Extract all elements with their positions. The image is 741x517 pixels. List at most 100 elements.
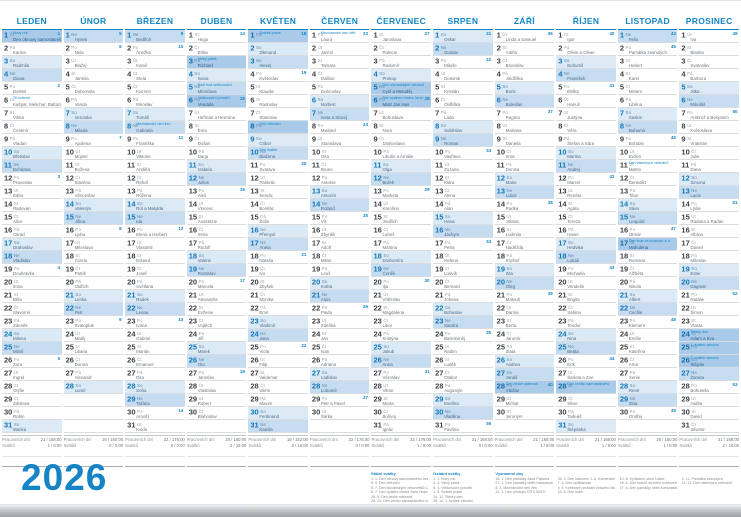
day-cell: 24 Pá Kristýna	[371, 329, 432, 342]
day-of-week-abbr: Út	[440, 71, 446, 76]
day-number: 13 Ne	[681, 186, 698, 196]
day-number: 31 Po	[435, 420, 451, 430]
day-cell: 22 So Bohuslav	[433, 303, 493, 316]
day-number: 14 Út	[188, 199, 204, 209]
day-cell: 31 So Marika	[2, 420, 62, 433]
name-day-label: Hugo	[197, 36, 209, 42]
week-number-badge: 2	[57, 83, 61, 88]
day-cell: 30 Po Ondřej 49	[617, 407, 678, 420]
day-number: 17 So	[4, 238, 20, 248]
day-cell: 31 Po Pavlína 36	[433, 420, 493, 433]
week-number-badge: 3	[57, 174, 61, 179]
name-day-label: Boleslav	[505, 101, 523, 107]
name-day-label: Stela	[136, 75, 147, 81]
day-of-week-abbr: Ne	[625, 32, 632, 37]
name-day-label: Augustýn	[444, 387, 463, 393]
name-day-label: Teodor	[567, 322, 581, 328]
day-cell: 23 Út Zdeňka	[309, 316, 370, 329]
name-day-label: Aleš	[197, 192, 207, 198]
day-number: 10 Čt	[681, 147, 696, 157]
day-cell: 15 Út Jolana	[494, 212, 555, 225]
day-cell: 7 So Veronika	[63, 108, 124, 121]
day-number: 4 Út	[435, 69, 446, 79]
day-number: 10 So	[558, 147, 574, 157]
stats-holidays-label: Svátků	[309, 443, 323, 448]
stats-holidays-label: Svátků	[248, 443, 262, 448]
day-cell: 16 Čt Irena	[186, 225, 247, 238]
day-of-week-abbr: Út	[317, 45, 323, 50]
month-name: ÚNOR	[63, 14, 124, 30]
day-cell: 10 Út Evžen	[617, 147, 678, 160]
day-of-week-abbr: St	[9, 110, 15, 115]
day-cell: 1 St Jaroslava 27	[371, 30, 432, 43]
day-cell: 30 So Ferdinand	[248, 407, 308, 420]
day-cell: 7 Čt Stanislav	[248, 108, 308, 121]
day-cell: 27 Ne Žaneta	[679, 368, 739, 381]
legend-item: 27. 6. Den památky obětí komunistického …	[619, 485, 677, 490]
name-day-label: Zdeňka	[320, 322, 336, 328]
day-cell: 30 Pá Robin	[2, 407, 62, 420]
day-number: 19 Čt	[127, 264, 142, 274]
day-cell: 26 Čt Emanuel	[125, 355, 185, 368]
day-number: 16 Po	[65, 225, 82, 235]
day-cell: 25 Ne Beáta	[556, 342, 616, 355]
name-day-label: Karolína	[382, 205, 399, 211]
day-of-week-abbr: Pá	[75, 370, 82, 375]
name-day-label: Vladan	[13, 140, 27, 146]
day-cell: 20 Po Ilja 30	[371, 277, 432, 290]
week-number-badge: 49	[732, 31, 738, 36]
day-of-week-abbr: So	[321, 279, 328, 284]
name-day-label: Rudolf	[197, 244, 211, 250]
name-day-label: Miriam	[628, 88, 642, 94]
day-cell: 19 Čt Alžběta	[617, 264, 678, 277]
day-of-week-abbr: Pá	[260, 396, 266, 401]
name-day-label: Leopold	[628, 218, 645, 224]
name-day-label: Zbyněk	[320, 231, 336, 237]
day-of-week-abbr: So	[137, 201, 143, 206]
week-number-badge: 38	[547, 200, 553, 205]
name-day-label: Regína	[505, 114, 520, 120]
day-cell: 30 St Jeroným	[494, 407, 555, 420]
name-day-label: Vojtěch	[197, 322, 213, 328]
day-number: 8 Čt	[558, 121, 569, 131]
name-day-label: Vítězslav	[382, 296, 401, 302]
day-of-week-abbr: So	[383, 344, 389, 349]
stats-workdays: Pracovních dní 21 / 168:00	[679, 435, 739, 443]
name-day-label: Lenka	[74, 296, 87, 302]
day-number: 19 Pá	[311, 264, 328, 274]
day-number: 4 Pá	[681, 69, 693, 79]
name-day-label: Taťána	[136, 400, 150, 406]
day-cell: 29 Pá Maxim	[248, 394, 308, 407]
day-cell: 22 St Evženie	[186, 303, 247, 316]
month-column-12: PROSINEC 1 Út Iva 49 2 St Blanka 3 Čt Svatoslav 4 Pá…	[679, 14, 739, 467]
day-number: 21 So	[619, 290, 636, 300]
day-cell: 29 Čt Silvie	[556, 394, 616, 407]
day-cell: 4 St Karel	[617, 69, 678, 82]
day-number: 28 St	[4, 381, 19, 391]
note-line	[63, 456, 124, 457]
name-day-label: Zita	[505, 270, 513, 276]
name-day-label: Milada	[74, 127, 88, 133]
name-day-label: Prokop	[382, 75, 397, 81]
day-of-week-abbr: St	[691, 318, 696, 323]
day-number: 18 Ne	[4, 251, 20, 261]
month-column-9: ZÁŘÍ 1 Út Linda a Samuel 36 2 St Adéla 3 Čt Bronis…	[494, 14, 555, 467]
name-day-label: Vladislav	[13, 257, 31, 263]
day-cell: 13 Pá Růžena	[125, 186, 185, 199]
day-number: 21 Po	[496, 290, 513, 300]
day-cell: 14 St Agáta	[556, 199, 616, 212]
day-number: 29 Čt	[558, 394, 573, 404]
stats-workdays-label: Pracovních dní	[556, 436, 585, 442]
name-day-label: Tereza	[567, 218, 581, 224]
name-day-label: Ambrož a Benjamín	[690, 114, 729, 120]
legend-column-4: 28. 3. Den narození J. A. Komenského 7. 4…	[558, 471, 615, 509]
name-day-label: Julie	[690, 153, 700, 159]
day-of-week-abbr: Út	[13, 188, 19, 193]
day-of-week-abbr: Pá	[563, 136, 570, 141]
day-cell: 15 Čt Tereza	[556, 212, 616, 225]
day-of-week-abbr: Út	[568, 370, 573, 375]
name-day-label: Lucie	[690, 192, 701, 198]
day-cell: 8 Čt Věra	[556, 121, 616, 134]
day-cell: 9 Pá Štefan a Sára	[556, 134, 616, 147]
